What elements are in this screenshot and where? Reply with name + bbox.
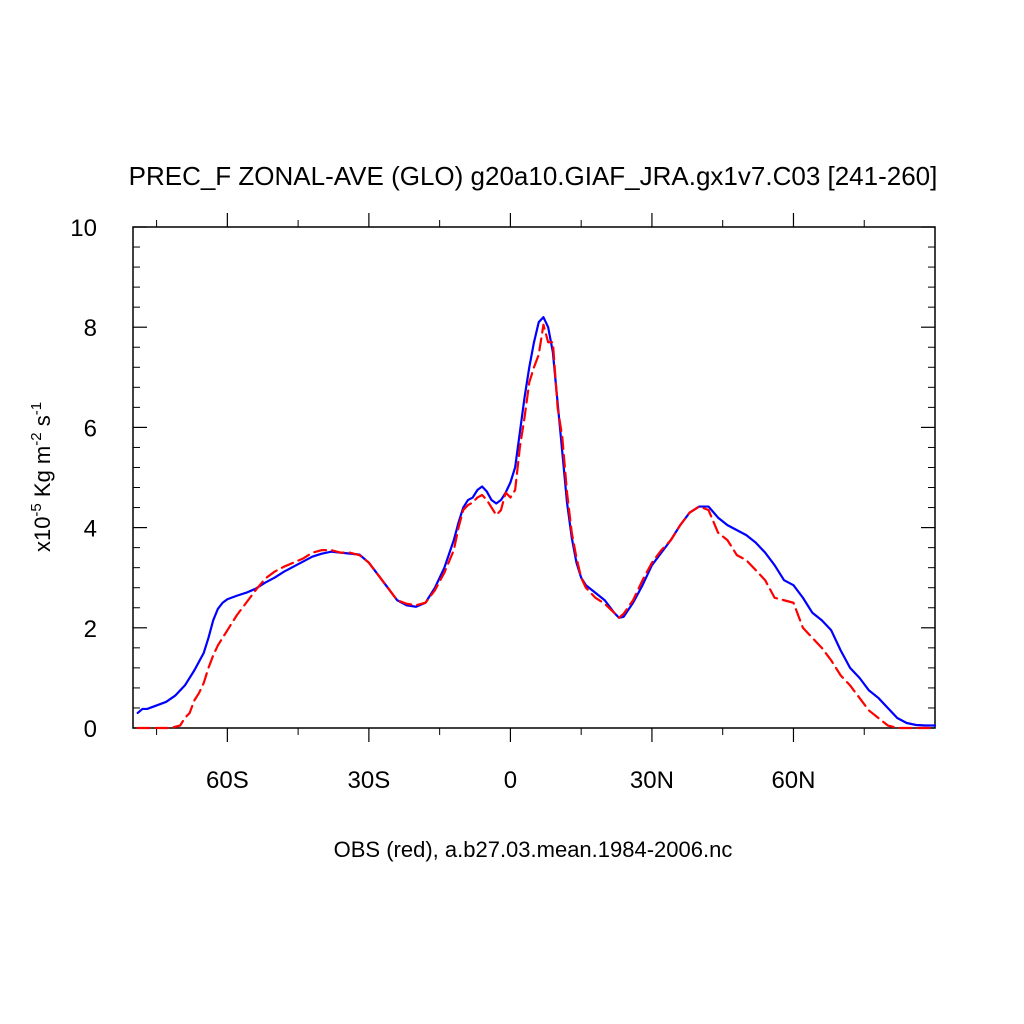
- x-tick-label: 60N: [771, 767, 815, 794]
- x-tick-label: 30S: [348, 767, 391, 794]
- x-axis-label: OBS (red), a.b27.03.mean.1984-2006.nc: [334, 837, 733, 862]
- x-tick-label: 0: [504, 767, 517, 794]
- obs-red-dashed-line: [136, 323, 937, 730]
- y-tick-label: 4: [84, 516, 97, 543]
- tick-marks: [133, 213, 935, 742]
- y-tick-labels: 0 2 4 6 8 10: [70, 215, 97, 743]
- y-tick-label: 0: [84, 716, 97, 743]
- chart-title: PREC_F ZONAL-AVE (GLO) g20a10.GIAF_JRA.g…: [129, 161, 938, 191]
- y-tick-label: 10: [70, 215, 97, 242]
- y-tick-label: 6: [84, 415, 97, 442]
- model-blue-solid-line: [136, 316, 937, 727]
- x-tick-label: 30N: [630, 767, 674, 794]
- y-tick-label: 8: [84, 315, 97, 342]
- series-lines: [136, 316, 937, 730]
- y-tick-label: 2: [84, 616, 97, 643]
- plot-frame: [132, 226, 936, 729]
- y-axis-label: x10-5 Kg m-2 s-1: [28, 402, 55, 552]
- x-tick-labels: 60S 30S 0 30N 60N: [206, 767, 815, 794]
- x-tick-label: 60S: [206, 767, 249, 794]
